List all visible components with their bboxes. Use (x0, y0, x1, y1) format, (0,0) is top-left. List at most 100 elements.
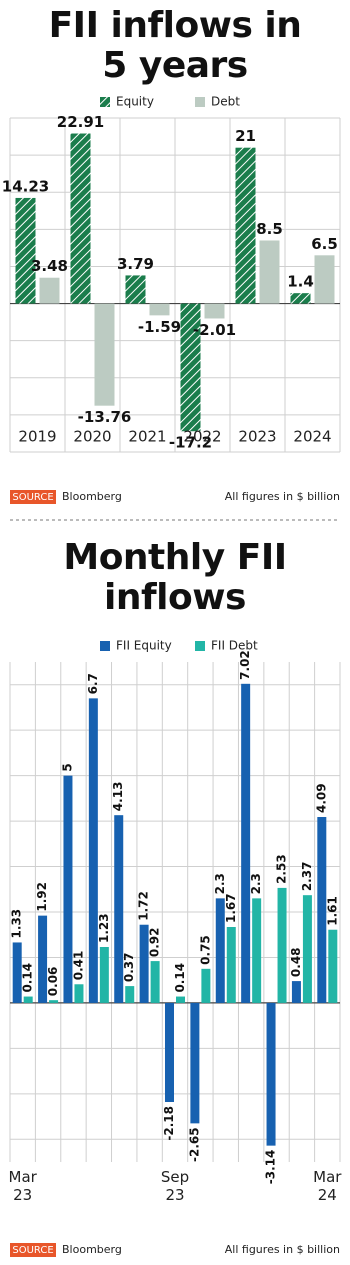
data-label: 1.61 (325, 896, 339, 926)
bar (114, 815, 124, 1003)
note: All figures in $ billion (225, 1243, 340, 1256)
data-label: 7.02 (238, 650, 252, 680)
bar (302, 895, 312, 1003)
bar (328, 929, 338, 1003)
data-label: 0.06 (46, 967, 60, 997)
legend-swatch (100, 641, 110, 651)
data-label: 5 (60, 763, 74, 771)
bar (139, 924, 149, 1003)
bar (88, 698, 98, 1003)
x-tick-label: 2019 (18, 428, 56, 446)
data-label: 0.37 (122, 952, 136, 982)
source-badge (10, 490, 56, 504)
x-tick-label: 2023 (238, 428, 276, 446)
chart-title: FII inflows in 5 years (48, 5, 302, 86)
data-label: 2.53 (275, 854, 289, 884)
data-label: 0.41 (71, 951, 85, 981)
bar (176, 996, 185, 1003)
note: All figures in $ billion (225, 490, 340, 503)
bar (314, 255, 335, 304)
legend-label: Equity (116, 95, 154, 109)
legend-label: FII Debt (211, 639, 258, 653)
data-label: 4.09 (314, 783, 328, 813)
data-label: -2.65 (187, 1127, 201, 1162)
bar (266, 1002, 276, 1146)
data-label: 3.48 (31, 257, 68, 275)
bar (150, 961, 160, 1003)
bar (235, 147, 256, 304)
bar (125, 275, 146, 304)
source: Bloomberg (62, 490, 122, 503)
bar (70, 133, 91, 304)
bar (290, 293, 311, 304)
x-tick-label: 2022 (183, 428, 221, 446)
data-label: 1.33 (10, 909, 24, 939)
bar (12, 942, 22, 1003)
data-label: 8.5 (256, 220, 283, 238)
data-label: 4.13 (111, 782, 125, 812)
bar (94, 303, 115, 406)
x-tick-label: 2024 (293, 428, 331, 446)
bar (125, 986, 135, 1003)
legend-swatch (100, 97, 110, 107)
bar (165, 1002, 174, 1102)
bar (259, 240, 280, 304)
bar (252, 898, 262, 1003)
legend-swatch (195, 97, 205, 107)
bar (39, 277, 60, 304)
data-label: 1.92 (35, 882, 49, 912)
data-label: 1.4 (287, 273, 314, 291)
bar (190, 1002, 200, 1124)
data-label: 1.67 (224, 893, 238, 923)
bar (99, 947, 109, 1003)
bar (226, 927, 236, 1003)
data-label: -3.14 (264, 1150, 278, 1185)
data-label: 0.75 (198, 935, 212, 965)
source: Bloomberg (62, 1243, 122, 1256)
data-label: 21 (235, 127, 256, 145)
data-label: -1.59 (138, 318, 181, 336)
source-badge (10, 1243, 56, 1257)
data-label: 3.79 (117, 255, 154, 273)
data-label: 2.37 (300, 862, 314, 892)
data-label: 2.3 (249, 873, 263, 894)
source-label: SOURCE (12, 1245, 53, 1256)
source-label: SOURCE (12, 492, 53, 503)
x-tick-label: 2020 (73, 428, 111, 446)
bar (23, 996, 33, 1003)
data-label: 22.91 (57, 113, 104, 131)
bar (38, 915, 48, 1003)
bar (149, 303, 170, 316)
data-label: 0.14 (21, 963, 35, 993)
data-label: -2.01 (193, 321, 236, 339)
bar (15, 197, 36, 304)
legend-label: FII Equity (116, 639, 172, 653)
data-label: -13.76 (78, 408, 132, 426)
bar (74, 984, 84, 1003)
bar (63, 775, 73, 1003)
data-label: 1.72 (137, 891, 151, 921)
data-label: -2.18 (162, 1106, 176, 1141)
data-label: 6.5 (311, 235, 338, 253)
bar (215, 898, 225, 1003)
legend-swatch (195, 641, 205, 651)
bar (241, 683, 251, 1003)
bar (317, 817, 327, 1003)
x-tick-label: Mar 24 (313, 1168, 342, 1204)
data-label: -17.2 (169, 434, 212, 452)
data-label: 14.23 (2, 177, 49, 195)
bar (204, 303, 225, 319)
bar (291, 981, 301, 1003)
bar (277, 887, 287, 1003)
x-tick-label: Sep 23 (160, 1168, 190, 1204)
bar (180, 303, 201, 432)
data-label: 6.7 (86, 673, 100, 694)
bar (201, 968, 211, 1003)
data-label: 2.3 (213, 873, 227, 894)
data-label: 0.92 (148, 927, 162, 957)
chart-title: Monthly FII inflows (63, 537, 287, 618)
data-label: 0.48 (289, 947, 303, 977)
bar (49, 1000, 59, 1003)
